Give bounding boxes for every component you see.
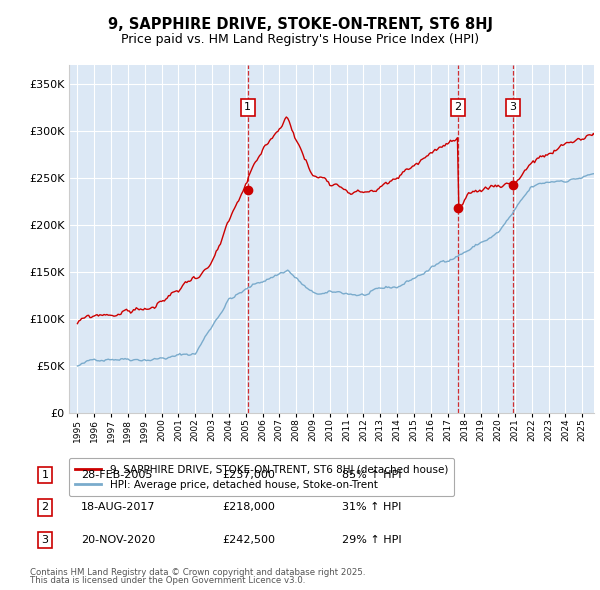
Legend: 9, SAPPHIRE DRIVE, STOKE-ON-TRENT, ST6 8HJ (detached house), HPI: Average price,: 9, SAPPHIRE DRIVE, STOKE-ON-TRENT, ST6 8… [69, 458, 454, 496]
Text: This data is licensed under the Open Government Licence v3.0.: This data is licensed under the Open Gov… [30, 576, 305, 585]
Text: 3: 3 [509, 102, 517, 112]
Text: 3: 3 [41, 535, 49, 545]
Text: 2: 2 [454, 102, 461, 112]
Text: Contains HM Land Registry data © Crown copyright and database right 2025.: Contains HM Land Registry data © Crown c… [30, 568, 365, 577]
Text: £237,000: £237,000 [222, 470, 275, 480]
Text: 2: 2 [41, 503, 49, 512]
Text: 1: 1 [244, 102, 251, 112]
Text: 28-FEB-2005: 28-FEB-2005 [81, 470, 152, 480]
Text: £218,000: £218,000 [222, 503, 275, 512]
Text: 1: 1 [41, 470, 49, 480]
Text: 31% ↑ HPI: 31% ↑ HPI [342, 503, 401, 512]
Text: 20-NOV-2020: 20-NOV-2020 [81, 535, 155, 545]
Text: Price paid vs. HM Land Registry's House Price Index (HPI): Price paid vs. HM Land Registry's House … [121, 33, 479, 46]
Text: 85% ↑ HPI: 85% ↑ HPI [342, 470, 401, 480]
Text: 29% ↑ HPI: 29% ↑ HPI [342, 535, 401, 545]
Text: £242,500: £242,500 [222, 535, 275, 545]
Text: 9, SAPPHIRE DRIVE, STOKE-ON-TRENT, ST6 8HJ: 9, SAPPHIRE DRIVE, STOKE-ON-TRENT, ST6 8… [107, 17, 493, 32]
Text: 18-AUG-2017: 18-AUG-2017 [81, 503, 155, 512]
